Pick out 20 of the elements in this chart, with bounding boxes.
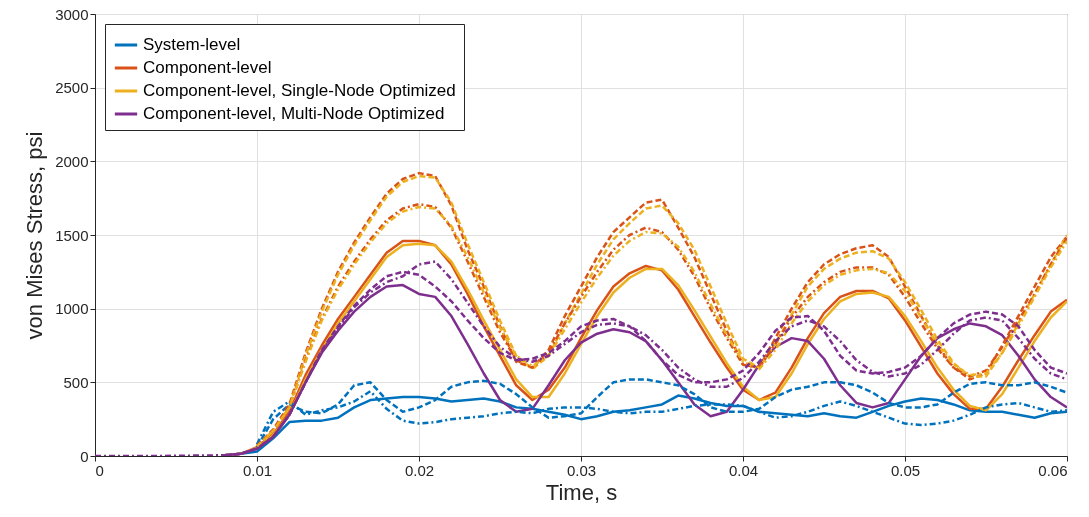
y-tick-label: 1500 [55,226,89,244]
legend-label: Component-level, Single-Node Optimized [143,81,456,100]
y-tick-label: 500 [63,373,89,391]
y-tick-label: 2500 [55,79,89,97]
x-tick-label: 0.04 [728,461,759,479]
legend-label: Component-level, Multi-Node Optimized [143,104,445,123]
x-tick-label: 0.03 [566,461,597,479]
x-tick-label: 0 [95,461,104,479]
x-tick-label: 0.05 [890,461,921,479]
x-tick-label: 0.06 [1038,461,1068,479]
x-axis-title: Time, s [545,479,618,505]
y-tick-label: 3000 [55,5,89,23]
legend-label: Component-level [143,58,272,77]
y-tick-label: 1000 [55,300,89,318]
y-tick-label: 2000 [55,152,89,170]
legend-label: System-level [143,35,241,54]
y-axis-title: von Mises Stress, psi [22,131,48,340]
x-tick-label: 0.01 [242,461,273,479]
y-tick-label: 0 [80,447,89,465]
x-tick-label: 0.02 [404,461,435,479]
